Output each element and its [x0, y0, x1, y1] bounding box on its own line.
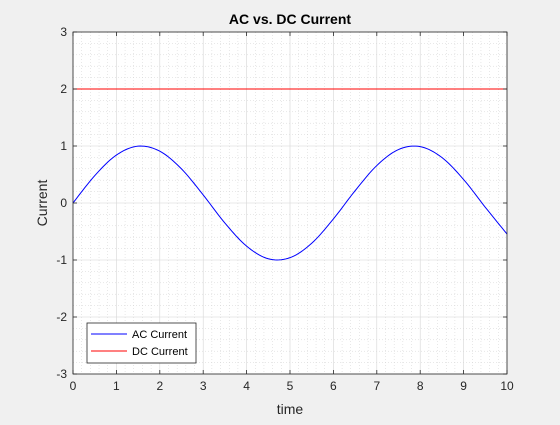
chart-title: AC vs. DC Current: [229, 11, 351, 27]
axis-ticks: 0 1 2 3 4 5 6 7 8 9 10 -3 -2 -1 0 1 2 3: [56, 25, 514, 393]
legend-box: [86, 322, 197, 364]
y-tick-label: 3: [60, 25, 67, 39]
series-layer: [72, 88, 508, 261]
x-tick-label: 4: [243, 379, 250, 393]
y-tick-label: -3: [56, 367, 67, 381]
x-tick-label: 9: [460, 379, 467, 393]
x-tick-label: 5: [287, 379, 294, 393]
y-tick-label: 2: [60, 82, 67, 96]
x-tick-label: 6: [330, 379, 337, 393]
y-tick-label: -2: [56, 310, 67, 324]
legend: AC Current DC Current: [86, 322, 197, 364]
y-tick-label: 1: [60, 139, 67, 153]
x-tick-label: 0: [70, 379, 77, 393]
x-axis-label: time: [277, 401, 304, 417]
y-axis-label: Current: [34, 180, 50, 227]
x-tick-label: 7: [373, 379, 380, 393]
legend-label-dc-current: DC Current: [132, 346, 188, 358]
x-tick-label: 3: [200, 379, 207, 393]
series-line-ac-current: [72, 145, 508, 261]
x-tick-label: 8: [417, 379, 424, 393]
legend-label-ac-current: AC Current: [132, 329, 187, 341]
x-tick-label: 2: [156, 379, 163, 393]
x-tick-label: 1: [113, 379, 120, 393]
y-tick-label: 0: [60, 196, 67, 210]
x-tick-label: 10: [500, 379, 514, 393]
y-tick-label: -1: [56, 253, 67, 267]
